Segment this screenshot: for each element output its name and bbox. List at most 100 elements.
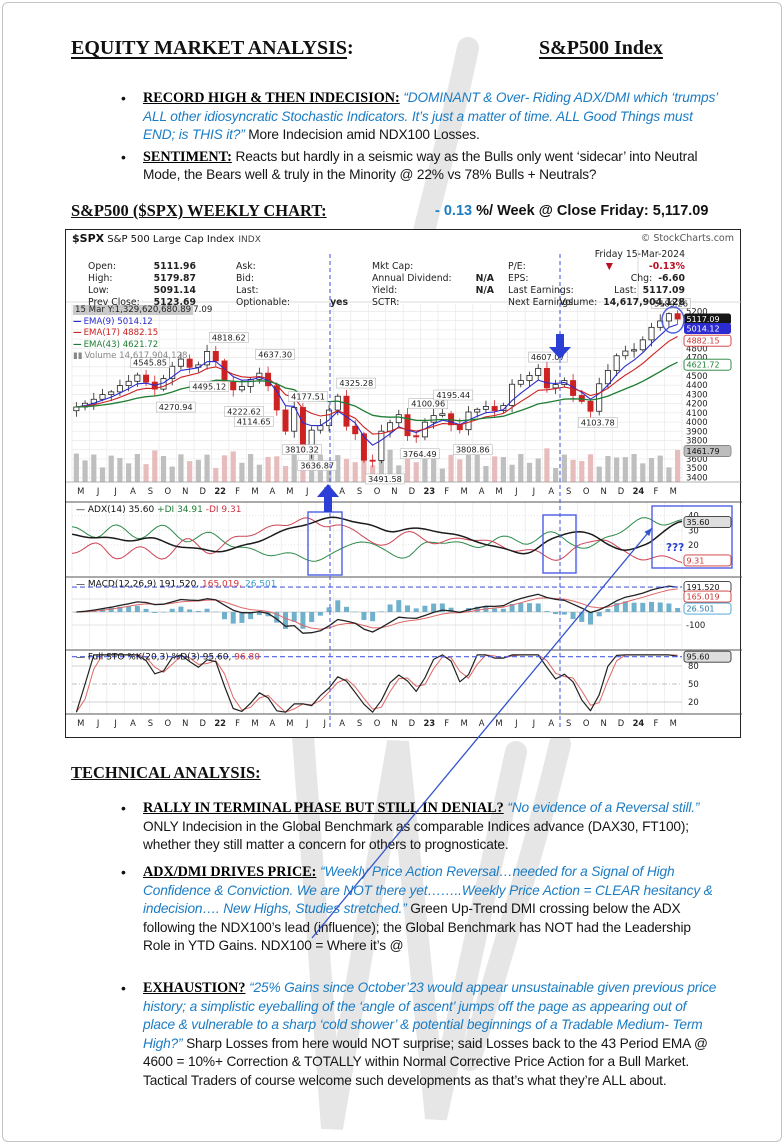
svg-text:22: 22 [214,718,226,728]
info-value: 5111.96 [153,261,196,272]
stockcharts-copyright: © StockCharts.com [640,233,734,244]
info-label: EPS: [508,273,529,284]
svg-text:20: 20 [688,698,699,708]
svg-text:J: J [532,486,535,496]
svg-text:3600: 3600 [686,455,708,465]
info-right-row: ▼ -0.13% [605,261,685,272]
svg-text:3636.87: 3636.87 [300,461,334,471]
bullet-marker: • [121,90,126,106]
svg-text:A: A [548,718,554,728]
info-right-row: Chg: -6.60 [630,273,685,284]
svg-text:F: F [444,718,449,728]
document-titlebar: EQUITY MARKET ANALYSIS: S&P500 Index [71,37,713,67]
svg-text:4800: 4800 [686,344,708,354]
svg-text:4545.85: 4545.85 [133,358,167,368]
bullet-marker: • [121,864,126,880]
chart-info-table: Open: 5111.96 High: 5179.87 Low: 5091.14 Prev … [66,248,740,308]
info-label: SCTR: [372,297,400,308]
svg-text:A: A [479,718,485,728]
svg-text:3764.49: 3764.49 [403,449,437,459]
svg-text:4637.30: 4637.30 [258,349,292,359]
summary-bullets: • RECORD HIGH & THEN INDECISION: “DOMINA… [121,89,721,188]
svg-text:M: M [251,486,258,496]
info-value: 5123.69 [153,297,196,308]
exchange-label: INDX [238,235,261,245]
svg-text:O: O [165,718,172,728]
svg-text:4103.78: 4103.78 [581,417,615,427]
svg-text:4100: 4100 [686,409,708,419]
info-value: 5091.14 [153,285,196,296]
svg-text:N: N [391,486,397,496]
svg-text:3810.32: 3810.32 [285,445,319,455]
svg-text:A: A [130,486,136,496]
svg-text:9.31: 9.31 [687,556,705,565]
svg-text:O: O [165,486,172,496]
svg-text:S: S [566,718,571,728]
svg-text:5189.26: 5189.26 [654,298,688,308]
bullet-marker: • [121,980,126,996]
svg-text:80: 80 [688,662,699,672]
legend-volume: ▮▮ Volume 14,617,904,128 [73,351,188,361]
svg-text:4000: 4000 [686,418,708,428]
svg-text:S: S [357,718,362,728]
info-label: Ask: [236,261,256,272]
svg-text:191.520: 191.520 [687,583,720,592]
svg-text:A: A [270,486,276,496]
svg-text:5117.09: 5117.09 [687,315,720,324]
svg-text:95.60: 95.60 [687,653,710,662]
svg-text:M: M [495,486,502,496]
info-right-row: Last: 5117.09 [614,285,685,296]
bullet-marker: • [121,800,126,816]
svg-text:O: O [374,486,381,496]
svg-text:D: D [409,718,415,728]
svg-text:4621.72: 4621.72 [687,361,720,370]
svg-text:D: D [199,486,205,496]
svg-text:24: 24 [633,718,645,728]
info-value: 5179.87 [153,273,196,284]
svg-text:N: N [391,718,397,728]
svg-text:N: N [600,718,606,728]
svg-text:4495.12: 4495.12 [192,381,226,391]
svg-text:D: D [409,486,415,496]
svg-text:4882.15: 4882.15 [687,337,720,346]
svg-text:4222.62: 4222.62 [227,407,261,417]
info-label: Yield: [372,285,398,296]
svg-text:J: J [305,718,308,728]
svg-text:4818.62: 4818.62 [212,333,246,343]
svg-text:M: M [670,486,677,496]
svg-text:3500: 3500 [686,464,708,474]
page-title: EQUITY MARKET ANALYSIS: [71,37,354,59]
svg-text:A: A [270,718,276,728]
svg-text:4195.44: 4195.44 [436,390,470,400]
bullet-lead: RALLY IN TERMINAL PHASE BUT STILL IN DEN… [143,800,504,816]
bullet-rally-terminal: • RALLY IN TERMINAL PHASE BUT STILL IN D… [121,799,721,855]
info-label: Low: [88,285,109,296]
svg-text:F: F [444,486,449,496]
svg-text:F: F [653,486,658,496]
info-value: yes [330,297,348,308]
svg-text:N: N [182,718,188,728]
bullet-quote: “No evidence of a Reversal still.” [503,800,700,815]
legend-ema9: — EMA(9) 5014.12 [73,316,153,327]
svg-text:A: A [339,718,345,728]
bullet-sentiment: • SENTIMENT: Reacts but hardly in a seis… [121,148,721,185]
svg-text:-100: -100 [686,621,705,631]
svg-text:O: O [583,718,590,728]
bullet-marker: • [121,148,126,165]
svg-text:S: S [148,718,153,728]
svg-text:A: A [339,486,345,496]
svg-text:4700: 4700 [686,353,708,363]
svg-text:M: M [670,718,677,728]
chart-title: $SPX S&P 500 Large Cap Index INDX [72,232,261,245]
svg-text:5014.12: 5014.12 [687,325,720,334]
bullet-text: More Indecision amid NDX100 Losses. [244,127,480,142]
svg-text:F: F [235,718,240,728]
info-value: N/A [475,273,494,284]
bullet-text: ONLY Indecision in the Global Benchmark … [143,818,689,853]
svg-text:A: A [479,486,485,496]
svg-text:— ADX(14) 35.60 +DI 34.91 -DI: — ADX(14) 35.60 +DI 34.91 -DI 9.31 [76,505,241,515]
bullet-record-high: • RECORD HIGH & THEN INDECISION: “DOMINA… [121,89,721,145]
technical-analysis-heading: TECHNICAL ANALYSIS: [71,763,261,782]
info-label: Last Earnings: [508,285,574,296]
